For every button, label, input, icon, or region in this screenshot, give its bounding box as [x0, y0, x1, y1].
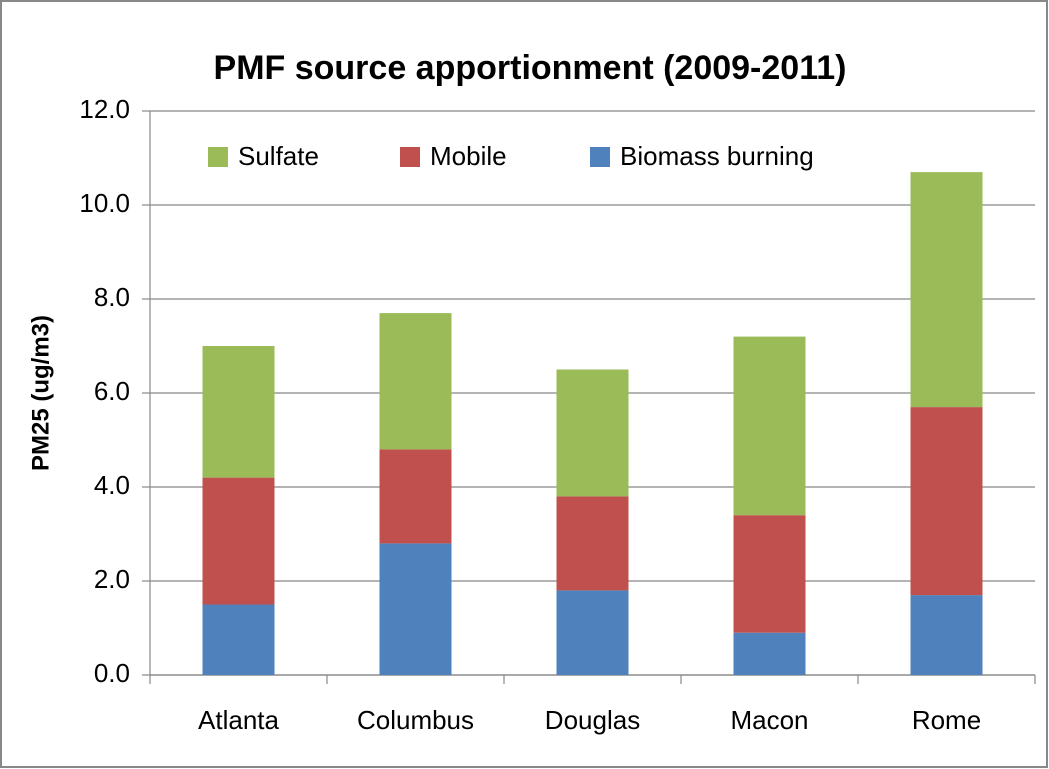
- bar-segment: [733, 336, 806, 516]
- y-tick-label: 2.0: [94, 564, 130, 594]
- bar-segment: [379, 449, 452, 544]
- x-tick-label: Rome: [912, 705, 981, 735]
- bar-segment: [202, 346, 275, 478]
- bar-segment: [733, 632, 806, 675]
- bar-segment: [202, 604, 275, 675]
- legend-label: Biomass burning: [620, 141, 814, 171]
- y-tick-label: 8.0: [94, 282, 130, 312]
- x-tick-label: Atlanta: [198, 705, 279, 735]
- x-tick-label: Douglas: [545, 705, 640, 735]
- bar-segment: [910, 407, 983, 596]
- legend-swatch: [208, 147, 228, 167]
- y-tick-label: 4.0: [94, 470, 130, 500]
- bar-segment: [202, 477, 275, 605]
- bar-segment: [556, 496, 629, 591]
- bar-segment: [556, 590, 629, 675]
- y-tick-label: 0.0: [94, 658, 130, 688]
- y-axis-label: PM25 (ug/m3): [27, 315, 54, 471]
- legend-label: Sulfate: [238, 141, 319, 171]
- legend-swatch: [590, 147, 610, 167]
- bar-segment: [379, 313, 452, 450]
- chart-title: PMF source apportionment (2009-2011): [214, 49, 847, 87]
- y-tick-label: 10.0: [79, 188, 130, 218]
- bar-segment: [379, 543, 452, 675]
- legend-swatch: [400, 147, 420, 167]
- y-tick-label: 12.0: [79, 94, 130, 124]
- x-tick-label: Macon: [730, 705, 808, 735]
- bar-segment: [733, 515, 806, 633]
- bar-segment: [556, 369, 629, 497]
- x-tick-label: Columbus: [357, 705, 474, 735]
- legend-label: Mobile: [430, 141, 507, 171]
- y-tick-label: 6.0: [94, 376, 130, 406]
- bar-segment: [910, 595, 983, 675]
- bar-segment: [910, 172, 983, 408]
